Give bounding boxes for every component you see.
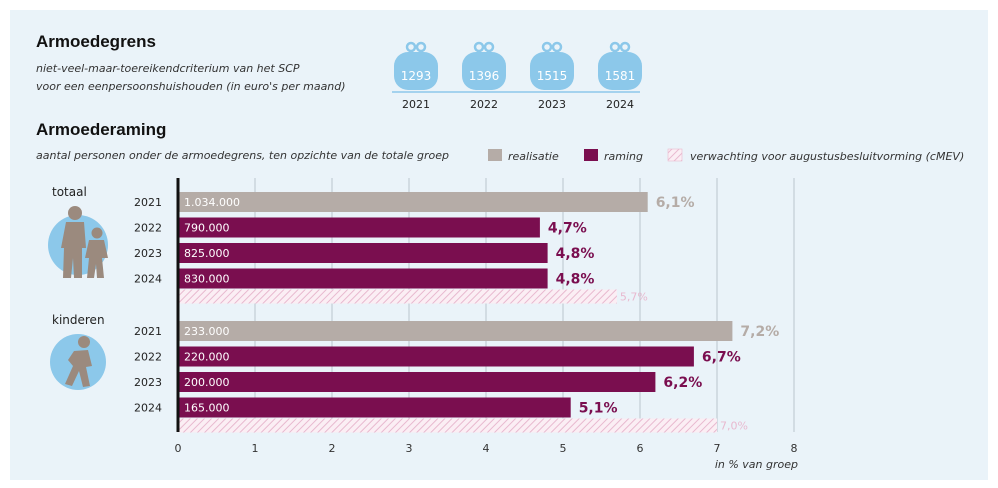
group-icon-totaal: [48, 206, 108, 278]
x-grid: [254, 178, 795, 432]
wallet-year: 2024: [606, 98, 634, 111]
wallet-year: 2021: [402, 98, 430, 111]
legend-swatch-verwachting: [667, 148, 683, 162]
group-label-totaal: totaal: [52, 185, 87, 199]
year-label: 2021: [134, 196, 162, 209]
bar-value-label: 6,2%: [663, 375, 702, 391]
wallet-icon: 1293 2021: [394, 41, 438, 111]
year-label: 2024: [134, 402, 162, 415]
x-axis-label: in % van groep: [715, 458, 798, 471]
bar-count-label: 233.000: [184, 325, 230, 338]
x-tick-label: 8: [791, 442, 798, 455]
legend-swatch-raming: [584, 149, 598, 161]
bar-totaal-2023: [178, 243, 548, 263]
bar-value-label: 6,1%: [656, 195, 695, 211]
bar-value-label: 6,7%: [702, 350, 741, 366]
year-label: 2022: [134, 222, 162, 235]
forecast-subtitle: aantal personen onder de armoedegrens, t…: [36, 149, 449, 162]
cmev-value-label: 5,7%: [620, 291, 648, 304]
bar-count-label: 200.000: [184, 376, 230, 389]
x-tick-label: 4: [483, 442, 490, 455]
bar-kinderen-2021: [178, 321, 733, 341]
legend-label-raming: raming: [604, 150, 643, 163]
group-icon-kinderen: [50, 334, 106, 390]
x-tick-label: 1: [252, 442, 259, 455]
poverty-line-subtitle-1: niet-veel-maar-toereikendcriterium van h…: [36, 62, 300, 75]
wallet-value: 1293: [401, 69, 432, 83]
bar-kinderen-2022: [178, 346, 694, 367]
bar-totaal-2021: [178, 192, 648, 212]
wallet-value: 1396: [469, 69, 500, 83]
forecast-title: Armoederaming: [36, 120, 167, 139]
wallet-year: 2022: [470, 98, 498, 111]
x-tick-label: 3: [406, 442, 413, 455]
x-tick-label: 2: [329, 442, 336, 455]
wallet-icon: 1396 2022: [462, 41, 506, 111]
bars: 2021 1.034.000 6,1% 2022 790.000 4,7% 2023 825.…: [134, 192, 779, 433]
bar-count-label: 1.034.000: [184, 196, 240, 209]
x-tick-label: 5: [560, 442, 567, 455]
poverty-line-subtitle-2: voor een eenpersoonshuishouden (in euro'…: [36, 80, 346, 93]
bar-count-label: 220.000: [184, 351, 230, 364]
legend: realisatie raming verwachting voor augus…: [488, 148, 964, 163]
x-axis: 0 1 2 3 4 5 6 7 8 in % van groep: [175, 178, 798, 471]
year-label: 2023: [134, 247, 162, 260]
year-label: 2024: [134, 273, 162, 286]
bar-value-label: 5,1%: [579, 401, 618, 417]
legend-label-verwachting: verwachting voor augustusbesluitvorming …: [690, 150, 964, 163]
bar-cmev-kinderen: [178, 418, 717, 433]
group-label-kinderen: kinderen: [52, 313, 105, 327]
year-label: 2023: [134, 376, 162, 389]
bar-totaal-2022: [178, 217, 540, 238]
poverty-line-wallets: 1293 2021 1396 2022 1515 2023 1581 2024: [392, 41, 642, 111]
bar-kinderen-2023: [178, 372, 656, 392]
x-tick-label: 7: [714, 442, 721, 455]
year-label: 2021: [134, 325, 162, 338]
wallet-icon: 1581 2024: [598, 41, 642, 111]
bar-totaal-2024: [178, 268, 548, 289]
bar-count-label: 165.000: [184, 402, 230, 415]
x-tick-label: 6: [637, 442, 644, 455]
bar-count-label: 825.000: [184, 247, 230, 260]
wallet-value: 1515: [537, 69, 568, 83]
wallet-year: 2023: [538, 98, 566, 111]
legend-swatch-realisatie: [488, 149, 502, 161]
bar-value-label: 7,2%: [740, 324, 779, 340]
poverty-line-title: Armoedegrens: [36, 32, 156, 51]
bar-value-label: 4,8%: [556, 246, 595, 262]
wallet-value: 1581: [605, 69, 636, 83]
bar-kinderen-2024: [178, 397, 571, 418]
year-label: 2022: [134, 351, 162, 364]
x-tick-label: 0: [175, 442, 182, 455]
bar-count-label: 830.000: [184, 273, 230, 286]
wallet-icon: 1515 2023: [530, 41, 574, 111]
bar-value-label: 4,7%: [548, 221, 587, 237]
bar-value-label: 4,8%: [556, 272, 595, 288]
cmev-value-label: 7,0%: [720, 420, 748, 433]
legend-label-realisatie: realisatie: [508, 150, 559, 163]
bar-count-label: 790.000: [184, 222, 230, 235]
bar-cmev-totaal: [178, 289, 617, 304]
